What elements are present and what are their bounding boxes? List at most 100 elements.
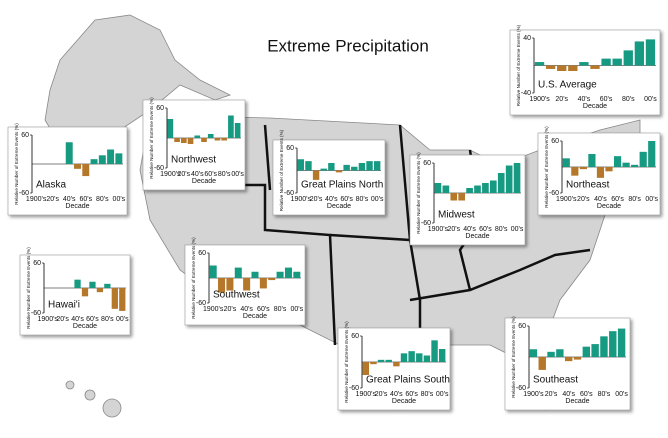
y-axis-label: Relative Number of Extreme Events (%) (149, 97, 154, 179)
y-axis-label: Relative Number of Extreme Events (%) (344, 321, 349, 403)
x-tick-label: 1900's (556, 196, 577, 203)
y-tick-label: -60 (154, 165, 164, 172)
x-tick-label: 00's (291, 306, 304, 313)
bar (111, 288, 118, 309)
x-tick-label: 80's (622, 96, 635, 103)
x-tick-label: 1900's (160, 171, 181, 178)
y-tick-label: -60 (516, 385, 526, 392)
bar (221, 138, 228, 141)
y-tick-label: 60 (351, 333, 359, 340)
hawaii-island (84, 389, 96, 401)
bar (370, 362, 377, 365)
y-tick-label: -60 (421, 220, 431, 227)
y-axis-label: Relative Number of Extreme Events (%) (511, 316, 516, 398)
x-tick-label: 60's (479, 226, 492, 233)
x-axis-label: Decade (565, 398, 589, 405)
bar (90, 159, 98, 164)
bar (187, 138, 194, 144)
bar (556, 349, 564, 357)
x-tick-label: 20's (447, 226, 460, 233)
bar (438, 349, 446, 362)
bar (259, 278, 267, 289)
bar (174, 138, 180, 142)
bar (513, 163, 521, 193)
chart-box (7, 126, 128, 216)
y-tick-label: 60 (518, 323, 526, 330)
region-border (263, 124, 272, 191)
bar (579, 62, 589, 66)
bar (104, 283, 111, 288)
bar (423, 355, 431, 362)
x-tick-label: 20's (545, 391, 558, 398)
chart-box (337, 327, 451, 411)
x-tick-label: 00's (645, 196, 658, 203)
bar (588, 154, 596, 167)
bar (408, 351, 415, 362)
bar (218, 278, 226, 293)
x-tick-label: 60's (79, 196, 92, 203)
bar (335, 170, 343, 173)
bar (167, 119, 174, 138)
x-tick-label: 20's (577, 196, 590, 203)
chart-title: Northeast (566, 180, 610, 191)
x-tick-label: 00's (116, 316, 129, 323)
bar (634, 41, 645, 66)
bar (312, 170, 320, 180)
x-tick-label: 00's (231, 171, 244, 178)
bar (582, 346, 591, 357)
x-tick-label: 00's (644, 96, 657, 103)
bar (482, 183, 489, 193)
x-tick-label: 40's (594, 196, 607, 203)
bar (617, 328, 626, 357)
bar (243, 278, 251, 291)
bar (393, 362, 400, 367)
chart-title: Hawai'i (48, 300, 80, 311)
bar (529, 349, 538, 357)
y-tick-label: -60 (349, 385, 359, 392)
bar (251, 271, 259, 278)
y-tick-label: 60 (198, 250, 206, 257)
bar (600, 336, 608, 357)
bar (81, 288, 89, 297)
y-tick-label: -60 (284, 190, 294, 197)
bar (645, 39, 656, 66)
x-tick-label: 40's (240, 306, 253, 313)
y-tick-label: 60 (33, 260, 41, 267)
y-tick-label: 60 (551, 138, 559, 145)
bar (573, 357, 582, 360)
bar (276, 271, 284, 278)
x-tick-label: 40's (562, 391, 575, 398)
bar (366, 161, 373, 171)
x-tick-label: 80's (421, 391, 434, 398)
chart-title: Midwest (438, 210, 475, 221)
x-tick-label: 00's (436, 391, 449, 398)
bar (590, 65, 600, 69)
bar (207, 134, 214, 138)
x-tick-label: 60's (580, 391, 593, 398)
x-tick-label: 80's (628, 196, 641, 203)
bar (343, 164, 350, 171)
bar (226, 278, 234, 291)
bar (82, 164, 90, 177)
x-tick-label: 1900's (428, 226, 449, 233)
bar (293, 271, 301, 278)
bar (201, 138, 207, 142)
bar (538, 357, 546, 370)
x-tick-label: 1900's (356, 391, 377, 398)
x-tick-label: 40's (191, 171, 204, 178)
chart-title: Northwest (171, 155, 216, 166)
x-axis-label: Decade (597, 203, 621, 210)
x-axis-label: Decade (65, 203, 89, 210)
region-border (398, 124, 422, 345)
bar (74, 279, 81, 288)
x-axis-label: Decade (73, 323, 97, 330)
chart-box (272, 139, 386, 216)
bar (89, 281, 96, 288)
chart-title: U.S. Average (538, 80, 597, 91)
y-axis-label: Relative Number of Extreme Events (%) (416, 152, 421, 234)
bar (98, 155, 106, 164)
x-tick-label: 40's (578, 96, 591, 103)
